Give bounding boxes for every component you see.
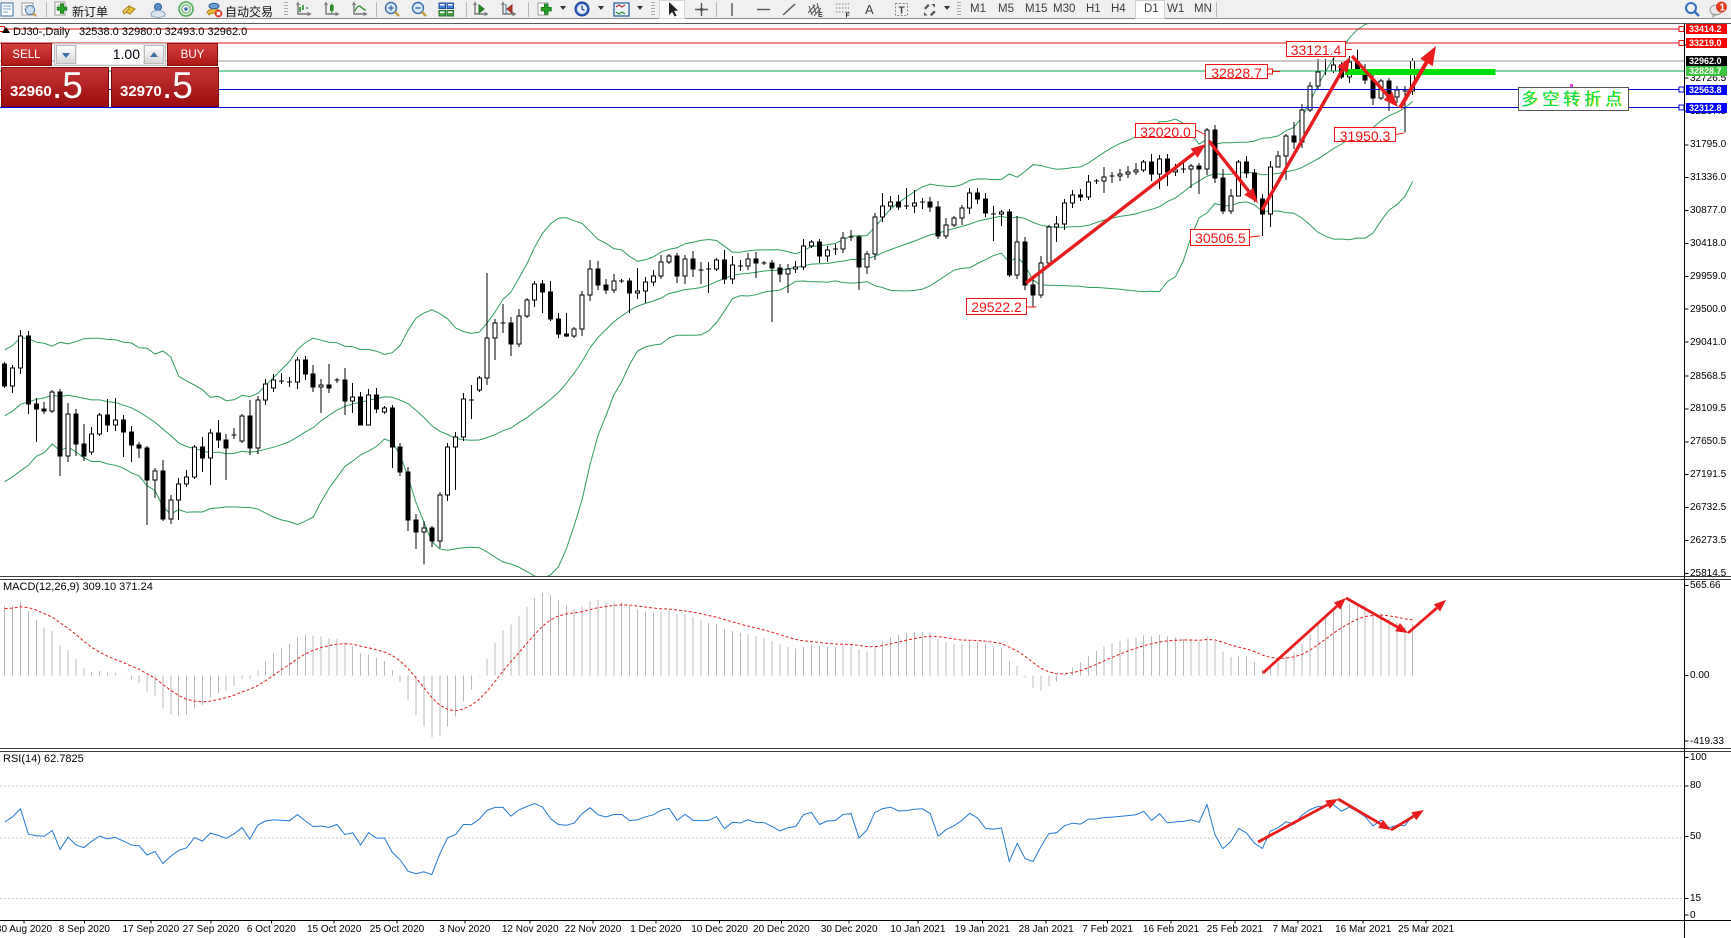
svg-text:E: E <box>818 12 823 18</box>
svg-text:1: 1 <box>1720 3 1726 14</box>
svg-text:T: T <box>899 6 905 17</box>
svg-text:F: F <box>846 13 851 19</box>
